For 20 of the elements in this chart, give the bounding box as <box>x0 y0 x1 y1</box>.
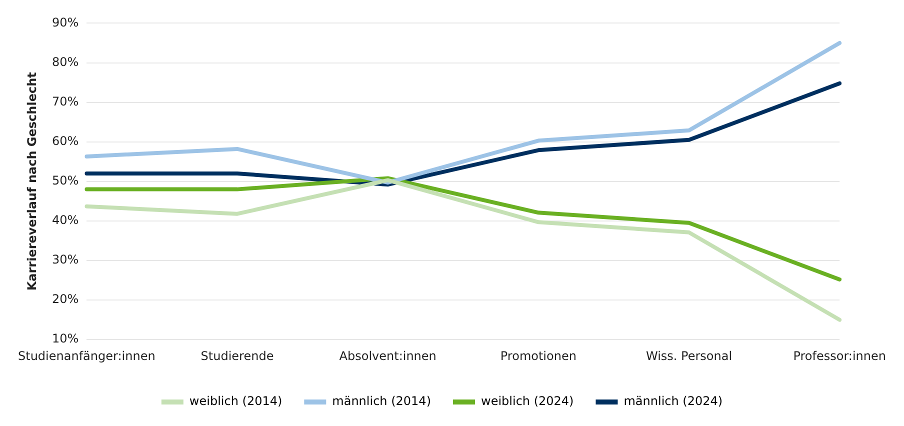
x-tick-label: Studierende <box>200 348 274 363</box>
y-axis-title: Karriereverlauf nach Geschlecht <box>24 72 39 291</box>
x-tick-label: Promotionen <box>500 348 576 363</box>
y-tick-label: 50% <box>52 174 79 188</box>
legend-label: weiblich (2024) <box>481 394 574 408</box>
x-tick-label: Absolvent:innen <box>339 348 436 363</box>
y-tick-label: 80% <box>52 54 79 69</box>
y-tick-label: 30% <box>52 252 79 267</box>
y-tick-label: 60% <box>52 134 79 148</box>
legend-label: männlich (2014) <box>332 394 431 408</box>
y-tick-label: 70% <box>52 94 79 108</box>
x-tick-label: Wiss. Personal <box>646 348 732 363</box>
legend-label: männlich (2024) <box>624 394 723 408</box>
y-tick-label: 40% <box>52 213 79 228</box>
x-tick-label: Studienanfänger:innen <box>18 348 156 363</box>
y-tick-label: 90% <box>52 15 79 30</box>
legend-label: weiblich (2014) <box>189 394 282 408</box>
y-tick-label: 20% <box>52 292 79 306</box>
y-tick-label: 10% <box>52 332 79 346</box>
x-tick-label: Professor:innen <box>793 348 886 363</box>
